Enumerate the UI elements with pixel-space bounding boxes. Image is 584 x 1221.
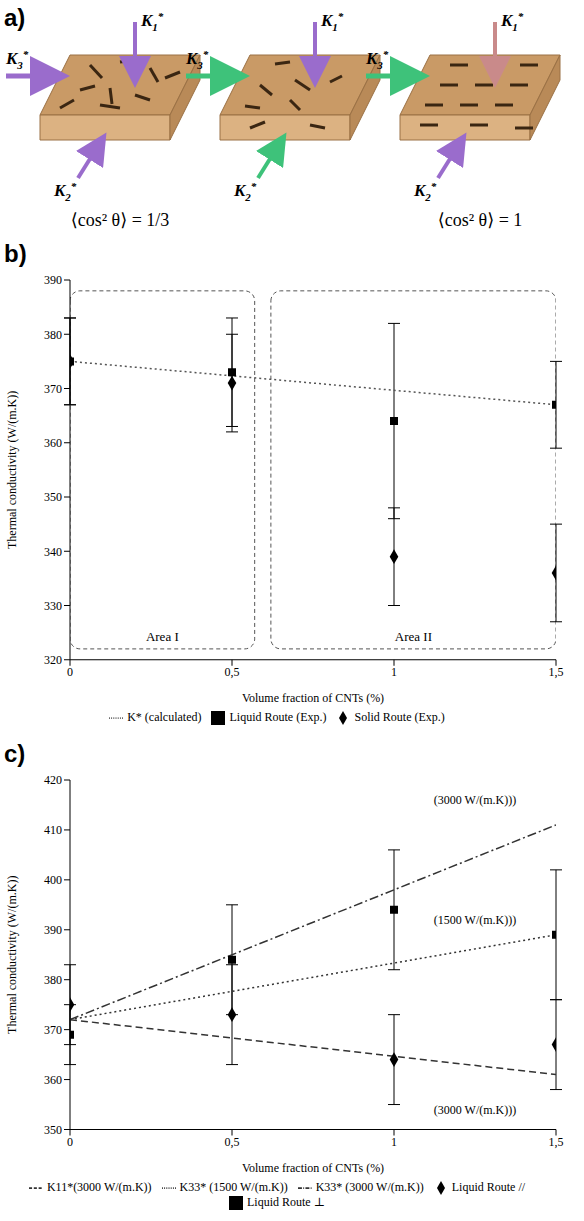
svg-text:350: 350 [44,490,62,504]
svg-text:K2*: K2* [413,180,437,203]
svg-text:0: 0 [67,665,73,679]
svg-text:400: 400 [44,873,62,887]
svg-text:320: 320 [44,653,62,667]
svg-text:390: 390 [44,273,62,287]
svg-text:K1*: K1* [320,10,344,33]
svg-text:Thermal conductivity (W/(m.K)): Thermal conductivity (W/(m.K)) [5,876,19,1034]
svg-text:a): a) [4,4,25,31]
svg-text:380: 380 [44,973,62,987]
svg-text:Volume fraction of CNTs (%): Volume fraction of CNTs (%) [242,1161,384,1175]
svg-text:Volume fraction of CNTs (%): Volume fraction of CNTs (%) [242,691,384,705]
html-text:Liquid Route ⊥: Liquid Route ⊥ [247,1194,325,1209]
svg-text:1,5: 1,5 [549,665,564,679]
svg-text:K1*: K1* [140,10,164,33]
svg-text:360: 360 [44,436,62,450]
svg-text:330: 330 [44,599,62,613]
svg-text:K3*: K3* [185,48,209,71]
svg-text:0,5: 0,5 [225,1135,240,1149]
svg-text:1,5: 1,5 [549,1135,564,1149]
svg-text:1: 1 [391,665,397,679]
svg-text:⟨cos² θ⟩ = 1/3: ⟨cos² θ⟩ = 1/3 [71,210,170,230]
html-text:b): b) [4,240,27,267]
svg-text:K1*: K1* [500,10,524,33]
svg-text:0: 0 [67,1135,73,1149]
svg-text:350: 350 [44,1123,62,1137]
svg-text:390: 390 [44,923,62,937]
svg-text:410: 410 [44,823,62,837]
html-text:c): c) [4,740,26,767]
svg-text:360: 360 [44,1073,62,1087]
svg-text:⟨cos² θ⟩ = 1: ⟨cos² θ⟩ = 1 [438,210,523,230]
html-text:K* (calculated): K* (calculated) [127,709,202,724]
html-text:K11*(3000 W/(m.K)): K11*(3000 W/(m.K)) [46,1179,152,1194]
svg-text:Area I: Area I [146,629,179,644]
html-text:Liquid Route //: Liquid Route // [451,1179,526,1194]
svg-text:(3000 W/(m.K))): (3000 W/(m.K))) [434,793,516,807]
svg-text:K3*: K3* [365,48,389,71]
svg-text:0,5: 0,5 [225,665,240,679]
svg-text:K2*: K2* [53,180,77,203]
svg-text:340: 340 [44,545,62,559]
svg-text:(3000 W/(m.K))): (3000 W/(m.K))) [434,1103,516,1117]
svg-text:Thermal conductivity (W/(m.K)): Thermal conductivity (W/(m.K)) [5,391,19,549]
svg-text:420: 420 [44,773,62,787]
svg-text:(1500 W/(m.K))): (1500 W/(m.K))) [434,913,516,927]
html-text:Liquid Route (Exp.): Liquid Route (Exp.) [229,709,327,724]
html-text:K33* (1500 W/(m.K)): K33* (1500 W/(m.K)) [179,1179,288,1194]
svg-text:1: 1 [391,1135,397,1149]
svg-text:K3*: K3* [5,48,29,71]
html-text:Solid Route (Exp.): Solid Route (Exp.) [354,709,445,724]
html-text:K33* (3000 W/(m.K)): K33* (3000 W/(m.K)) [315,1179,424,1194]
svg-text:Area II: Area II [395,629,432,644]
svg-text:370: 370 [44,1023,62,1037]
svg-text:380: 380 [44,328,62,342]
svg-text:K2*: K2* [233,180,257,203]
svg-text:370: 370 [44,382,62,396]
